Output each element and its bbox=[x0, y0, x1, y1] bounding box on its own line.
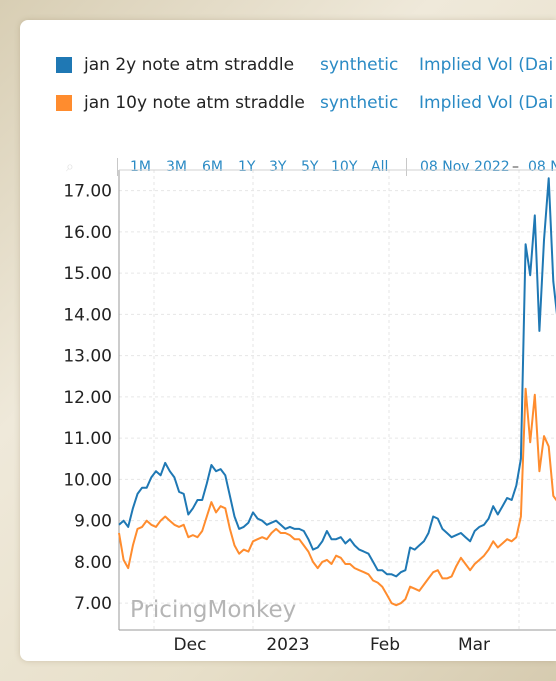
legend-series-name[interactable]: jan 2y note atm straddle bbox=[84, 55, 295, 75]
range-button-all[interactable]: All bbox=[371, 159, 389, 175]
x-tick-label: Feb bbox=[370, 635, 400, 655]
y-tick-label: 7.00 bbox=[74, 594, 112, 614]
legend-series-source-link[interactable]: synthetic bbox=[320, 55, 399, 75]
legend-series-type-link[interactable]: Implied Vol (Dai bbox=[419, 55, 554, 75]
date-to-input[interactable]: 08 N bbox=[528, 159, 556, 175]
date-from-input[interactable]: 08 Nov 2022 bbox=[420, 159, 510, 175]
zoom-label-faded: ⌕ bbox=[66, 159, 74, 175]
legend-series-source-link[interactable]: synthetic bbox=[320, 93, 399, 113]
x-tick-label: 2023 bbox=[266, 635, 309, 655]
legend-item-10y[interactable]: jan 10y note atm straddle synthetic Impl… bbox=[56, 92, 553, 114]
range-button-6m[interactable]: 6M bbox=[202, 159, 223, 175]
legend-swatch-2y bbox=[56, 57, 72, 73]
legend-item-2y[interactable]: jan 2y note atm straddle synthetic Impli… bbox=[56, 54, 553, 76]
y-tick-label: 13.00 bbox=[63, 347, 112, 367]
range-divider bbox=[406, 158, 407, 176]
line-chart: 7.00 8.00 9.00 10.00 11.00 12.00 13.00 14.00 15.… bbox=[63, 169, 556, 655]
range-button-3m[interactable]: 3M bbox=[166, 159, 187, 175]
y-tick-label: 8.00 bbox=[74, 553, 112, 573]
y-tick-label: 16.00 bbox=[63, 223, 112, 243]
legend-series-name[interactable]: jan 10y note atm straddle bbox=[84, 93, 305, 113]
y-tick-label: 12.00 bbox=[63, 388, 112, 408]
range-button-3y[interactable]: 3Y bbox=[269, 159, 287, 175]
series-line-10y bbox=[118, 387, 556, 607]
range-button-1y[interactable]: 1Y bbox=[238, 159, 256, 175]
range-button-5y[interactable]: 5Y bbox=[301, 159, 319, 175]
y-tick-label: 17.00 bbox=[63, 182, 112, 202]
y-tick-label: 15.00 bbox=[63, 264, 112, 284]
y-tick-label: 14.00 bbox=[63, 305, 112, 325]
y-tick-label: 10.00 bbox=[63, 470, 112, 490]
range-button-1m[interactable]: 1M bbox=[130, 159, 151, 175]
legend-swatch-10y bbox=[56, 95, 72, 111]
x-tick-label: Dec bbox=[174, 635, 207, 655]
range-button-10y[interactable]: 10Y bbox=[331, 159, 358, 175]
series-line-2y bbox=[118, 177, 556, 578]
range-divider bbox=[117, 158, 118, 176]
legend-series-type-link[interactable]: Implied Vol (Dai bbox=[419, 93, 554, 113]
y-tick-label: 9.00 bbox=[74, 512, 112, 532]
chart-panel: jan 2y note atm straddle synthetic Impli… bbox=[20, 20, 556, 661]
range-selector: ⌕ 1M 3M 6M 1Y 3Y 5Y 10Y All 08 Nov 2022 … bbox=[20, 156, 556, 178]
y-tick-label: 11.00 bbox=[63, 429, 112, 449]
x-tick-label: Mar bbox=[458, 635, 490, 655]
date-range-dash: – bbox=[512, 159, 519, 175]
watermark-text: PricingMonkey bbox=[130, 597, 296, 623]
